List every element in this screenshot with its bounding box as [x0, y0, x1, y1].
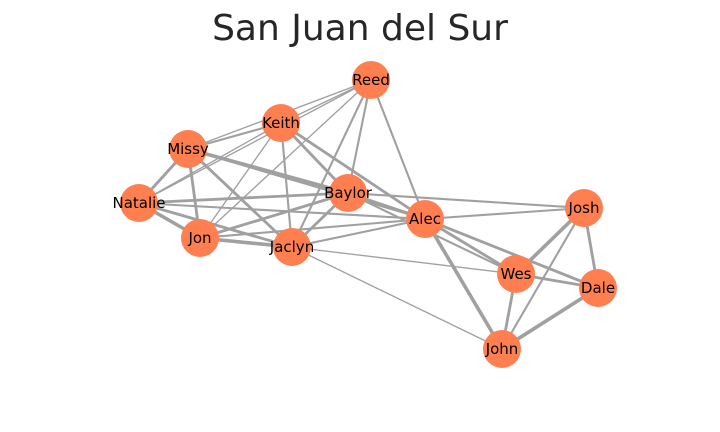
edge-reed-baylor	[346, 78, 373, 195]
edge-keith-natalie	[138, 122, 282, 204]
node-josh: Josh	[565, 189, 603, 227]
node-circle	[120, 184, 158, 222]
edge-missy-alec	[186, 147, 427, 221]
node-baylor: Baylor	[324, 174, 373, 212]
node-circle	[169, 130, 207, 168]
edge-keith-jon	[199, 122, 282, 239]
node-dale: Dale	[579, 269, 617, 307]
node-label: Keith	[262, 114, 300, 132]
edge-natalie-jaclyn	[137, 201, 294, 249]
node-circle	[262, 104, 300, 142]
edge-reed-jon	[199, 79, 372, 239]
edge-layer	[137, 78, 600, 351]
edge-reed-alec	[369, 78, 427, 221]
edge-baylor-josh	[346, 191, 586, 210]
node-alec: Alec	[406, 200, 444, 238]
edge-natalie-baylor	[137, 191, 350, 205]
node-label: Wes	[501, 265, 532, 283]
node-circle	[579, 269, 617, 307]
edge-jaclyn-wes	[291, 246, 517, 275]
node-reed: Reed	[352, 61, 390, 99]
edge-alec-dale	[423, 217, 600, 290]
node-wes: Wes	[497, 255, 535, 293]
node-label: Dale	[581, 279, 615, 297]
node-keith: Keith	[262, 104, 300, 142]
node-circle	[181, 219, 219, 257]
edge-baylor-jon	[198, 191, 350, 240]
edge-jaclyn-john	[291, 246, 503, 350]
node-missy: Missy	[167, 130, 209, 168]
edge-jon-alec	[198, 217, 427, 240]
chart-title: San Juan del Sur	[212, 8, 508, 49]
edge-keith-jaclyn	[279, 121, 294, 249]
edge-alec-josh	[423, 206, 586, 221]
node-jon: Jon	[181, 219, 219, 257]
edge-keith-alec	[279, 121, 427, 221]
node-circle	[497, 255, 535, 293]
node-label: Reed	[352, 71, 390, 89]
node-circle	[483, 330, 521, 368]
node-jaclyn: Jaclyn	[269, 228, 314, 266]
node-label: Missy	[167, 140, 209, 158]
edge-jaclyn-alec	[290, 217, 427, 249]
edge-reed-jaclyn	[290, 78, 373, 249]
node-circle	[565, 189, 603, 227]
edge-alec-john	[423, 217, 504, 351]
node-natalie: Natalie	[112, 184, 166, 222]
node-label: Jaclyn	[269, 238, 314, 256]
node-label: John	[485, 340, 519, 358]
node-label: Jon	[187, 229, 211, 247]
node-john: John	[483, 330, 521, 368]
node-circle	[273, 228, 311, 266]
edge-reed-natalie	[138, 79, 372, 204]
node-label: Baylor	[324, 184, 373, 202]
node-label: Alec	[409, 210, 441, 228]
node-label: Natalie	[112, 194, 165, 212]
node-layer: Reed Keith Missy Baylor Natalie Alec Josh Jon Ja…	[112, 61, 617, 368]
node-circle	[406, 200, 444, 238]
node-label: Josh	[568, 199, 600, 217]
edge-natalie-alec	[137, 201, 427, 221]
node-circle	[329, 174, 367, 212]
node-circle	[352, 61, 390, 99]
